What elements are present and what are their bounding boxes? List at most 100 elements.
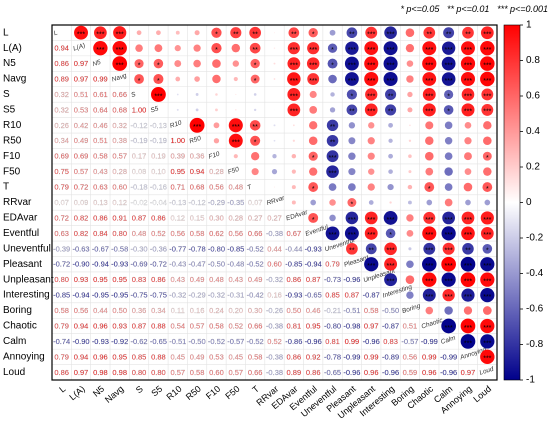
significance-stars: *** — [483, 47, 491, 54]
legend-threshold: p<=0.001 — [509, 4, 548, 14]
coefficient-label: 0.89 — [287, 368, 302, 377]
row-label: Boring — [3, 305, 32, 316]
coefficient-label: 0.66 — [112, 90, 127, 99]
coefficient-label: 0.71 — [170, 183, 185, 192]
coefficient-label: 0.87 — [132, 213, 147, 222]
coefficient-label: 0.50 — [112, 306, 127, 315]
colorbar-tick-label: 0.2 — [526, 162, 540, 173]
significance-stars: * — [486, 186, 489, 193]
diagonal-label: L(A) — [72, 42, 86, 52]
correlation-circle — [274, 47, 275, 48]
coefficient-label: -0.80 — [208, 244, 225, 253]
row-label: RRvar — [3, 197, 32, 208]
coefficient-label: -0.50 — [382, 306, 399, 315]
correlation-circle — [292, 154, 296, 158]
correlation-circle — [274, 140, 276, 142]
correlation-circle — [329, 199, 336, 206]
coefficient-label: 0.79 — [54, 321, 69, 330]
row-label: Pleasant — [3, 259, 42, 270]
significance-stars: *** — [464, 263, 472, 270]
coefficient-label: 0.96 — [364, 368, 379, 377]
correlation-circle — [329, 183, 337, 191]
significance-stars: *** — [425, 294, 433, 301]
significance-stars: *** — [386, 279, 394, 286]
significance-stars: *** — [367, 47, 375, 54]
coefficient-label: -0.29 — [208, 198, 225, 207]
coefficient-label: -0.87 — [363, 291, 380, 300]
coefficient-label: 0.96 — [422, 368, 437, 377]
correlation-circle — [215, 108, 218, 111]
row-label: T — [3, 182, 9, 193]
coefficient-label: 1.00 — [132, 105, 147, 114]
coefficient-label: 0.51 — [74, 90, 89, 99]
significance-stars: * — [215, 47, 218, 54]
significance-stars: * — [447, 93, 450, 100]
column-label: S — [134, 384, 145, 396]
diagonal-label: R10 — [169, 119, 183, 129]
significance-stars: *** — [96, 32, 104, 39]
coefficient-label: -0.02 — [131, 198, 148, 207]
coefficient-label: -0.95 — [92, 291, 109, 300]
coefficient-label: 0.58 — [190, 229, 205, 238]
significance-stars: *** — [309, 78, 317, 85]
coefficient-label: -0.51 — [169, 337, 186, 346]
colorbar-tick-label: -0.6 — [526, 304, 544, 315]
correlation-circle — [425, 152, 434, 161]
significance-stars: ** — [349, 32, 355, 39]
correlation-circle — [464, 183, 473, 192]
correlation-circle — [156, 30, 161, 35]
significance-stars: ** — [349, 248, 355, 255]
coefficient-label: -0.99 — [421, 337, 438, 346]
significance-stars: *** — [445, 248, 453, 255]
row-label: Calm — [3, 336, 26, 347]
coefficient-label: -0.13 — [150, 121, 167, 130]
significance-stars: *** — [386, 217, 394, 224]
coefficient-label: -0.65 — [305, 291, 322, 300]
coefficient-label: -0.65 — [150, 337, 167, 346]
significance-stars: ** — [233, 32, 239, 39]
significance-stars: *** — [309, 62, 317, 69]
coefficient-label: 0.95 — [112, 352, 127, 361]
coefficient-label: 0.57 — [112, 152, 127, 161]
coefficient-label: 0.16 — [267, 291, 282, 300]
significance-stars: * — [312, 217, 315, 224]
coefficient-label: 0.27 — [267, 213, 282, 222]
correlation-circle — [407, 107, 412, 112]
diagonal-label: Calm — [440, 334, 457, 346]
significance-stars: *** — [96, 47, 104, 54]
colorbar-tick-label: -0.8 — [526, 339, 544, 350]
coefficient-label: -0.18 — [131, 183, 148, 192]
coefficient-label: 0.07 — [54, 198, 69, 207]
significance-stars: *** — [348, 78, 356, 85]
coefficient-label: 0.88 — [151, 321, 166, 330]
coefficient-label: -0.93 — [305, 244, 322, 253]
coefficient-label: 0.08 — [132, 167, 147, 176]
row-label: Navg — [3, 74, 26, 85]
significance-stars: *** — [309, 47, 317, 54]
coefficient-label: -0.86 — [285, 337, 302, 346]
correlation-circle — [425, 168, 433, 176]
correlation-circle — [214, 122, 220, 128]
significance-stars: *** — [348, 47, 356, 54]
correlation-circle — [483, 136, 492, 145]
significance-stars: *** — [328, 232, 336, 239]
coefficient-label: 0.49 — [190, 352, 205, 361]
coefficient-label: 0.93 — [112, 321, 127, 330]
significance-stars: *** — [445, 263, 453, 270]
correlation-circle — [445, 122, 453, 130]
significance-stars: *** — [483, 32, 491, 39]
coefficient-label: 0.93 — [74, 275, 89, 284]
significance-stars: *** — [483, 340, 491, 347]
legend-stars: * — [401, 4, 405, 14]
coefficient-label: -0.29 — [189, 291, 206, 300]
correlation-circle — [309, 121, 317, 129]
correlation-circle — [445, 183, 453, 191]
coefficient-label: -0.65 — [324, 368, 341, 377]
significance-stars: *** — [483, 232, 491, 239]
significance-stars: *** — [483, 279, 491, 286]
coefficient-label: -0.38 — [266, 229, 283, 238]
correlation-circle — [274, 110, 275, 111]
coefficient-label: 0.11 — [171, 306, 185, 315]
coefficient-label: 0.26 — [54, 121, 69, 130]
significance-stars: * — [312, 186, 315, 193]
